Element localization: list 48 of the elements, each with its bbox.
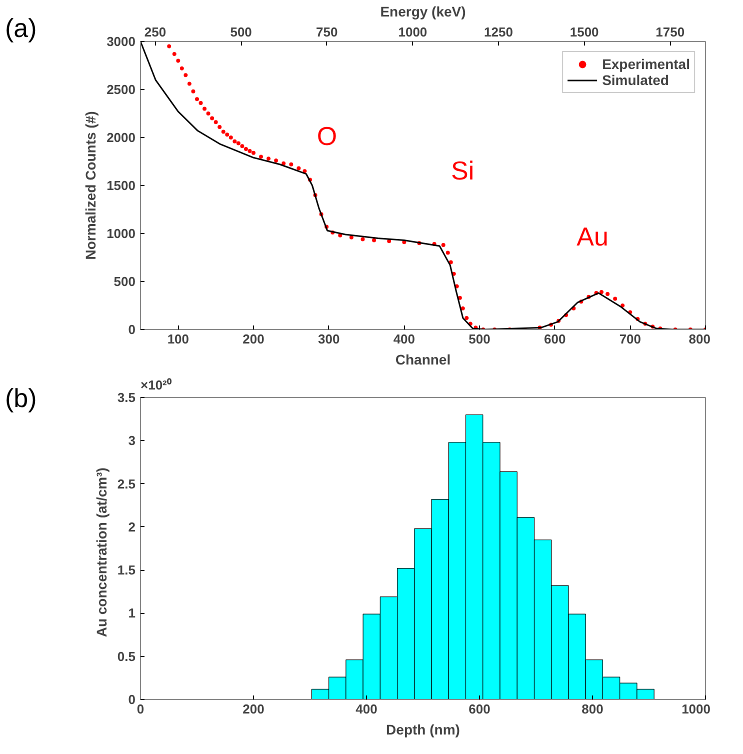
y-tick-label: 500: [114, 274, 136, 289]
x-tick-label: 1000: [682, 702, 710, 716]
x2-axis-title: Energy (keV): [380, 4, 466, 20]
y-tick-label: 2.5: [117, 476, 136, 492]
y-tick-label: 0.5: [117, 648, 136, 664]
x2-tick-label: 500: [230, 24, 252, 40]
x-tick-label: 700: [619, 332, 642, 346]
x2-tick-label: 1000: [398, 24, 428, 40]
x-tick-label: 200: [242, 332, 264, 346]
y-tick-label: 1.5: [117, 562, 136, 578]
x-tick-label: 200: [242, 702, 264, 716]
y-tick-label: 1: [128, 606, 136, 621]
x2-tick-label: 1250: [484, 24, 513, 40]
x-tick-label: 800: [688, 332, 711, 346]
x-tick-label: 400: [356, 702, 378, 716]
annotation: Au: [576, 222, 608, 252]
annotation: Si: [450, 156, 474, 186]
x-tick-label: 500: [468, 332, 490, 346]
y-tick-label: 3000: [106, 34, 136, 49]
x-tick-label: 400: [393, 332, 416, 346]
y-tick-label: 0: [128, 692, 136, 707]
x2-tick-label: 1750: [656, 24, 685, 40]
legend-label: Experimental: [602, 56, 690, 72]
annotation: O: [316, 120, 338, 151]
y-tick-label: 1500: [106, 178, 136, 193]
x-tick-label: 300: [318, 332, 340, 346]
x-tick-label: 800: [582, 702, 604, 716]
x-tick-label: 100: [167, 332, 190, 346]
y-tick-label: 0: [128, 322, 136, 337]
x-axis-title: Channel: [395, 352, 451, 368]
x-tick-label: 600: [544, 332, 566, 346]
y-tick-label: 1000: [106, 226, 136, 241]
legend-label: Simulated: [602, 72, 669, 88]
text: ×10²⁰: [140, 378, 172, 392]
y-axis-title: Au concentration (at/cm³): [93, 468, 110, 638]
y-tick-label: 3.5: [117, 390, 136, 405]
y-axis-title: Normalized Counts (#): [82, 111, 99, 260]
x2-tick-label: 750: [316, 24, 338, 40]
x-axis-title: Depth (nm): [386, 722, 460, 738]
text: (b): [5, 382, 37, 415]
y-tick-label: 2500: [106, 82, 136, 97]
y-tick-label: 2: [128, 519, 136, 534]
x2-tick-label: 250: [144, 24, 166, 40]
text: (a): [5, 12, 37, 45]
x2-tick-label: 1500: [570, 24, 599, 40]
x-tick-label: 600: [468, 702, 490, 716]
y-tick-label: 3: [128, 433, 136, 448]
y-tick-label: 2000: [106, 130, 136, 145]
